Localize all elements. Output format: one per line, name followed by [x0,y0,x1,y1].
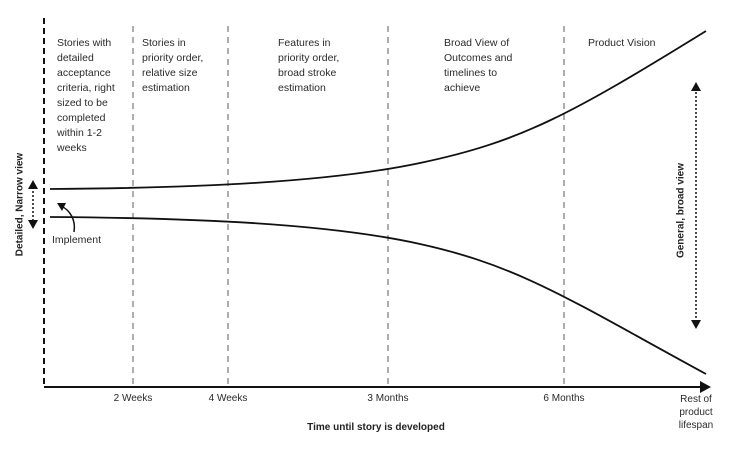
column-1-line: completed [57,112,106,124]
broad-view-arrow-bottom [691,320,701,329]
column-2-line: Stories in [142,37,186,49]
column-2-line: estimation [142,82,190,94]
right-axis-label: General, broad view [675,162,687,259]
column-4-line: timelines to [444,67,498,79]
column-1-line: sized to be [57,97,108,109]
x-axis-arrow [700,381,711,393]
column-3-line: estimation [278,82,326,94]
implement-arrow-head [57,203,66,211]
column-text-4: Broad View of Outcomes and timelines to … [444,36,512,96]
column-1-line: acceptance [57,67,111,79]
column-1-line: within 1-2 [57,127,102,139]
column-4-line: Outcomes and [444,52,513,64]
left-axis-label: Detailed, Narrow view [14,152,26,257]
narrow-view-arrow-top [28,180,38,189]
column-3-line: priority order, [278,52,340,64]
implement-label: Implement [52,234,102,246]
x-end-line: product [679,407,713,418]
column-5-line: Product Vision [588,37,656,49]
narrow-view-arrow-bottom [28,220,38,229]
column-text-1: Stories with detailed acceptance criteri… [57,36,115,156]
x-tick-6-months: 6 Months [543,393,585,404]
x-end-line: Rest of [680,394,712,405]
x-tick-3-months: 3 Months [367,393,409,404]
column-2-line: relative size [142,67,198,79]
column-3-line: broad stroke [278,67,337,79]
x-end-label: Rest of product lifespan [676,393,716,432]
x-tick-2-weeks: 2 Weeks [113,393,153,404]
x-axis-title: Time until story is developed [307,422,445,433]
column-1-line: weeks [57,142,87,154]
column-3-line: Features in [278,37,331,49]
column-1-line: Stories with [57,37,112,49]
column-2-line: priority order, [142,52,204,64]
x-end-line: lifespan [678,420,714,431]
column-4-line: Broad View of [444,37,510,49]
column-4-line: achieve [444,82,481,94]
x-tick-4-weeks: 4 Weeks [208,393,248,404]
column-1-line: detailed [57,52,94,64]
upper-curve [49,30,707,190]
implement-arrow [60,205,76,233]
broad-view-arrow-top [691,82,701,91]
column-text-5: Product Vision [588,36,656,51]
column-1-line: criteria, right [57,82,115,94]
column-text-2: Stories in priority order, relative size… [142,36,203,96]
lower-curve [49,216,707,375]
column-text-3: Features in priority order, broad stroke… [278,36,339,96]
